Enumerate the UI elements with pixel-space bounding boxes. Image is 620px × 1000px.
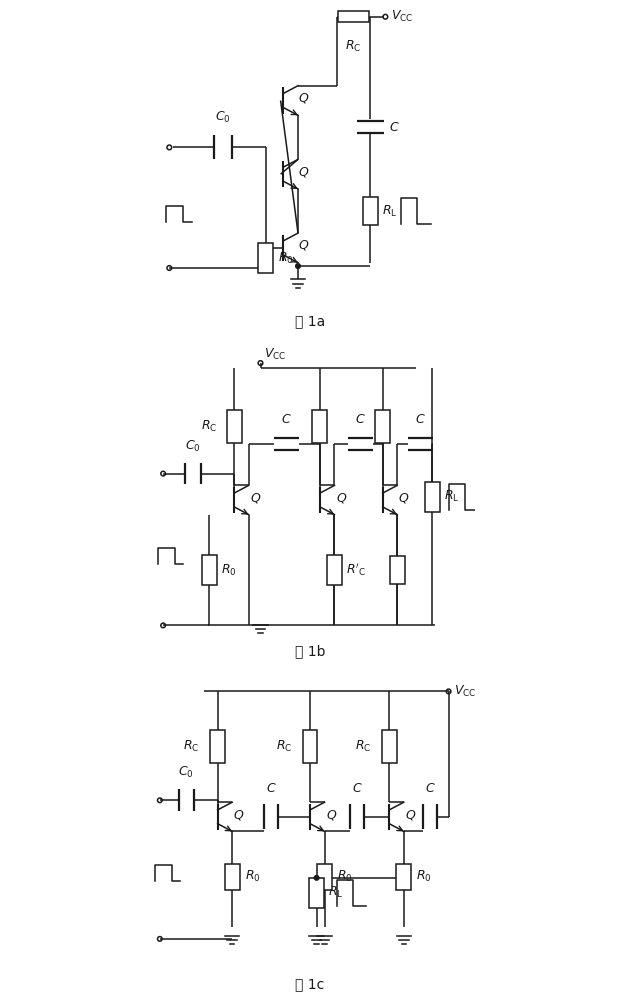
Text: Q: Q (250, 492, 260, 505)
Text: 图 1a: 图 1a (295, 314, 325, 328)
Circle shape (314, 876, 319, 880)
Text: $R_0$: $R_0$ (416, 869, 432, 884)
Text: Q: Q (336, 492, 346, 505)
Bar (363, 197, 378, 225)
Bar (210, 730, 225, 763)
Bar (382, 730, 397, 763)
Text: Q: Q (405, 809, 415, 822)
Text: $R_{\rm L}$: $R_{\rm L}$ (382, 204, 397, 219)
Text: $R_{\rm L}$: $R_{\rm L}$ (444, 489, 459, 504)
Text: $C$: $C$ (266, 782, 277, 795)
Text: Q: Q (299, 165, 309, 178)
Text: $C$: $C$ (389, 121, 399, 134)
Bar (259, 243, 273, 273)
Text: $R_{\rm C}$: $R_{\rm C}$ (355, 739, 371, 754)
Text: $C$: $C$ (352, 782, 362, 795)
Text: $C$: $C$ (415, 413, 425, 426)
Bar (390, 556, 405, 584)
Text: $R_{\rm C}$: $R_{\rm C}$ (183, 739, 200, 754)
Text: Q: Q (326, 809, 336, 822)
Bar (317, 864, 332, 890)
Text: $R_{\rm C}$: $R_{\rm C}$ (275, 739, 292, 754)
Text: Q: Q (399, 492, 409, 505)
Text: $C_0$: $C_0$ (179, 765, 194, 780)
Circle shape (296, 264, 300, 268)
Bar (396, 864, 411, 890)
Text: $R_{\rm L}$: $R_{\rm L}$ (328, 885, 343, 900)
Text: $V_{\rm CC}$: $V_{\rm CC}$ (454, 684, 476, 699)
Text: $R_0$: $R_0$ (278, 250, 293, 265)
Bar (312, 410, 327, 443)
Text: Q: Q (299, 91, 309, 104)
Text: $R'_{\rm C}$: $R'_{\rm C}$ (346, 562, 366, 578)
Bar (227, 410, 242, 443)
Bar (202, 555, 217, 585)
Text: $V_{\rm CC}$: $V_{\rm CC}$ (391, 9, 414, 24)
Bar (303, 730, 317, 763)
Bar (225, 864, 239, 890)
Text: Q: Q (234, 809, 244, 822)
Text: $C$: $C$ (355, 413, 366, 426)
Text: $R_{\rm C}$: $R_{\rm C}$ (202, 419, 218, 434)
Text: $C$: $C$ (281, 413, 291, 426)
Text: $C_0$: $C_0$ (185, 439, 201, 454)
Text: $R_0$: $R_0$ (337, 869, 353, 884)
Text: $C$: $C$ (425, 782, 435, 795)
Text: Q: Q (299, 239, 309, 252)
Text: $R_{\rm C}$: $R_{\rm C}$ (345, 39, 361, 54)
Text: $V_{\rm CC}$: $V_{\rm CC}$ (264, 347, 286, 362)
Text: 图 1b: 图 1b (294, 644, 326, 658)
Bar (339, 11, 369, 22)
Text: $C_0$: $C_0$ (215, 110, 231, 125)
Text: 图 1c: 图 1c (295, 978, 325, 992)
Bar (309, 878, 324, 908)
Text: $R_0$: $R_0$ (245, 869, 260, 884)
Bar (327, 555, 342, 585)
Bar (375, 410, 390, 443)
Bar (425, 482, 440, 512)
Text: $R_0$: $R_0$ (221, 562, 237, 578)
